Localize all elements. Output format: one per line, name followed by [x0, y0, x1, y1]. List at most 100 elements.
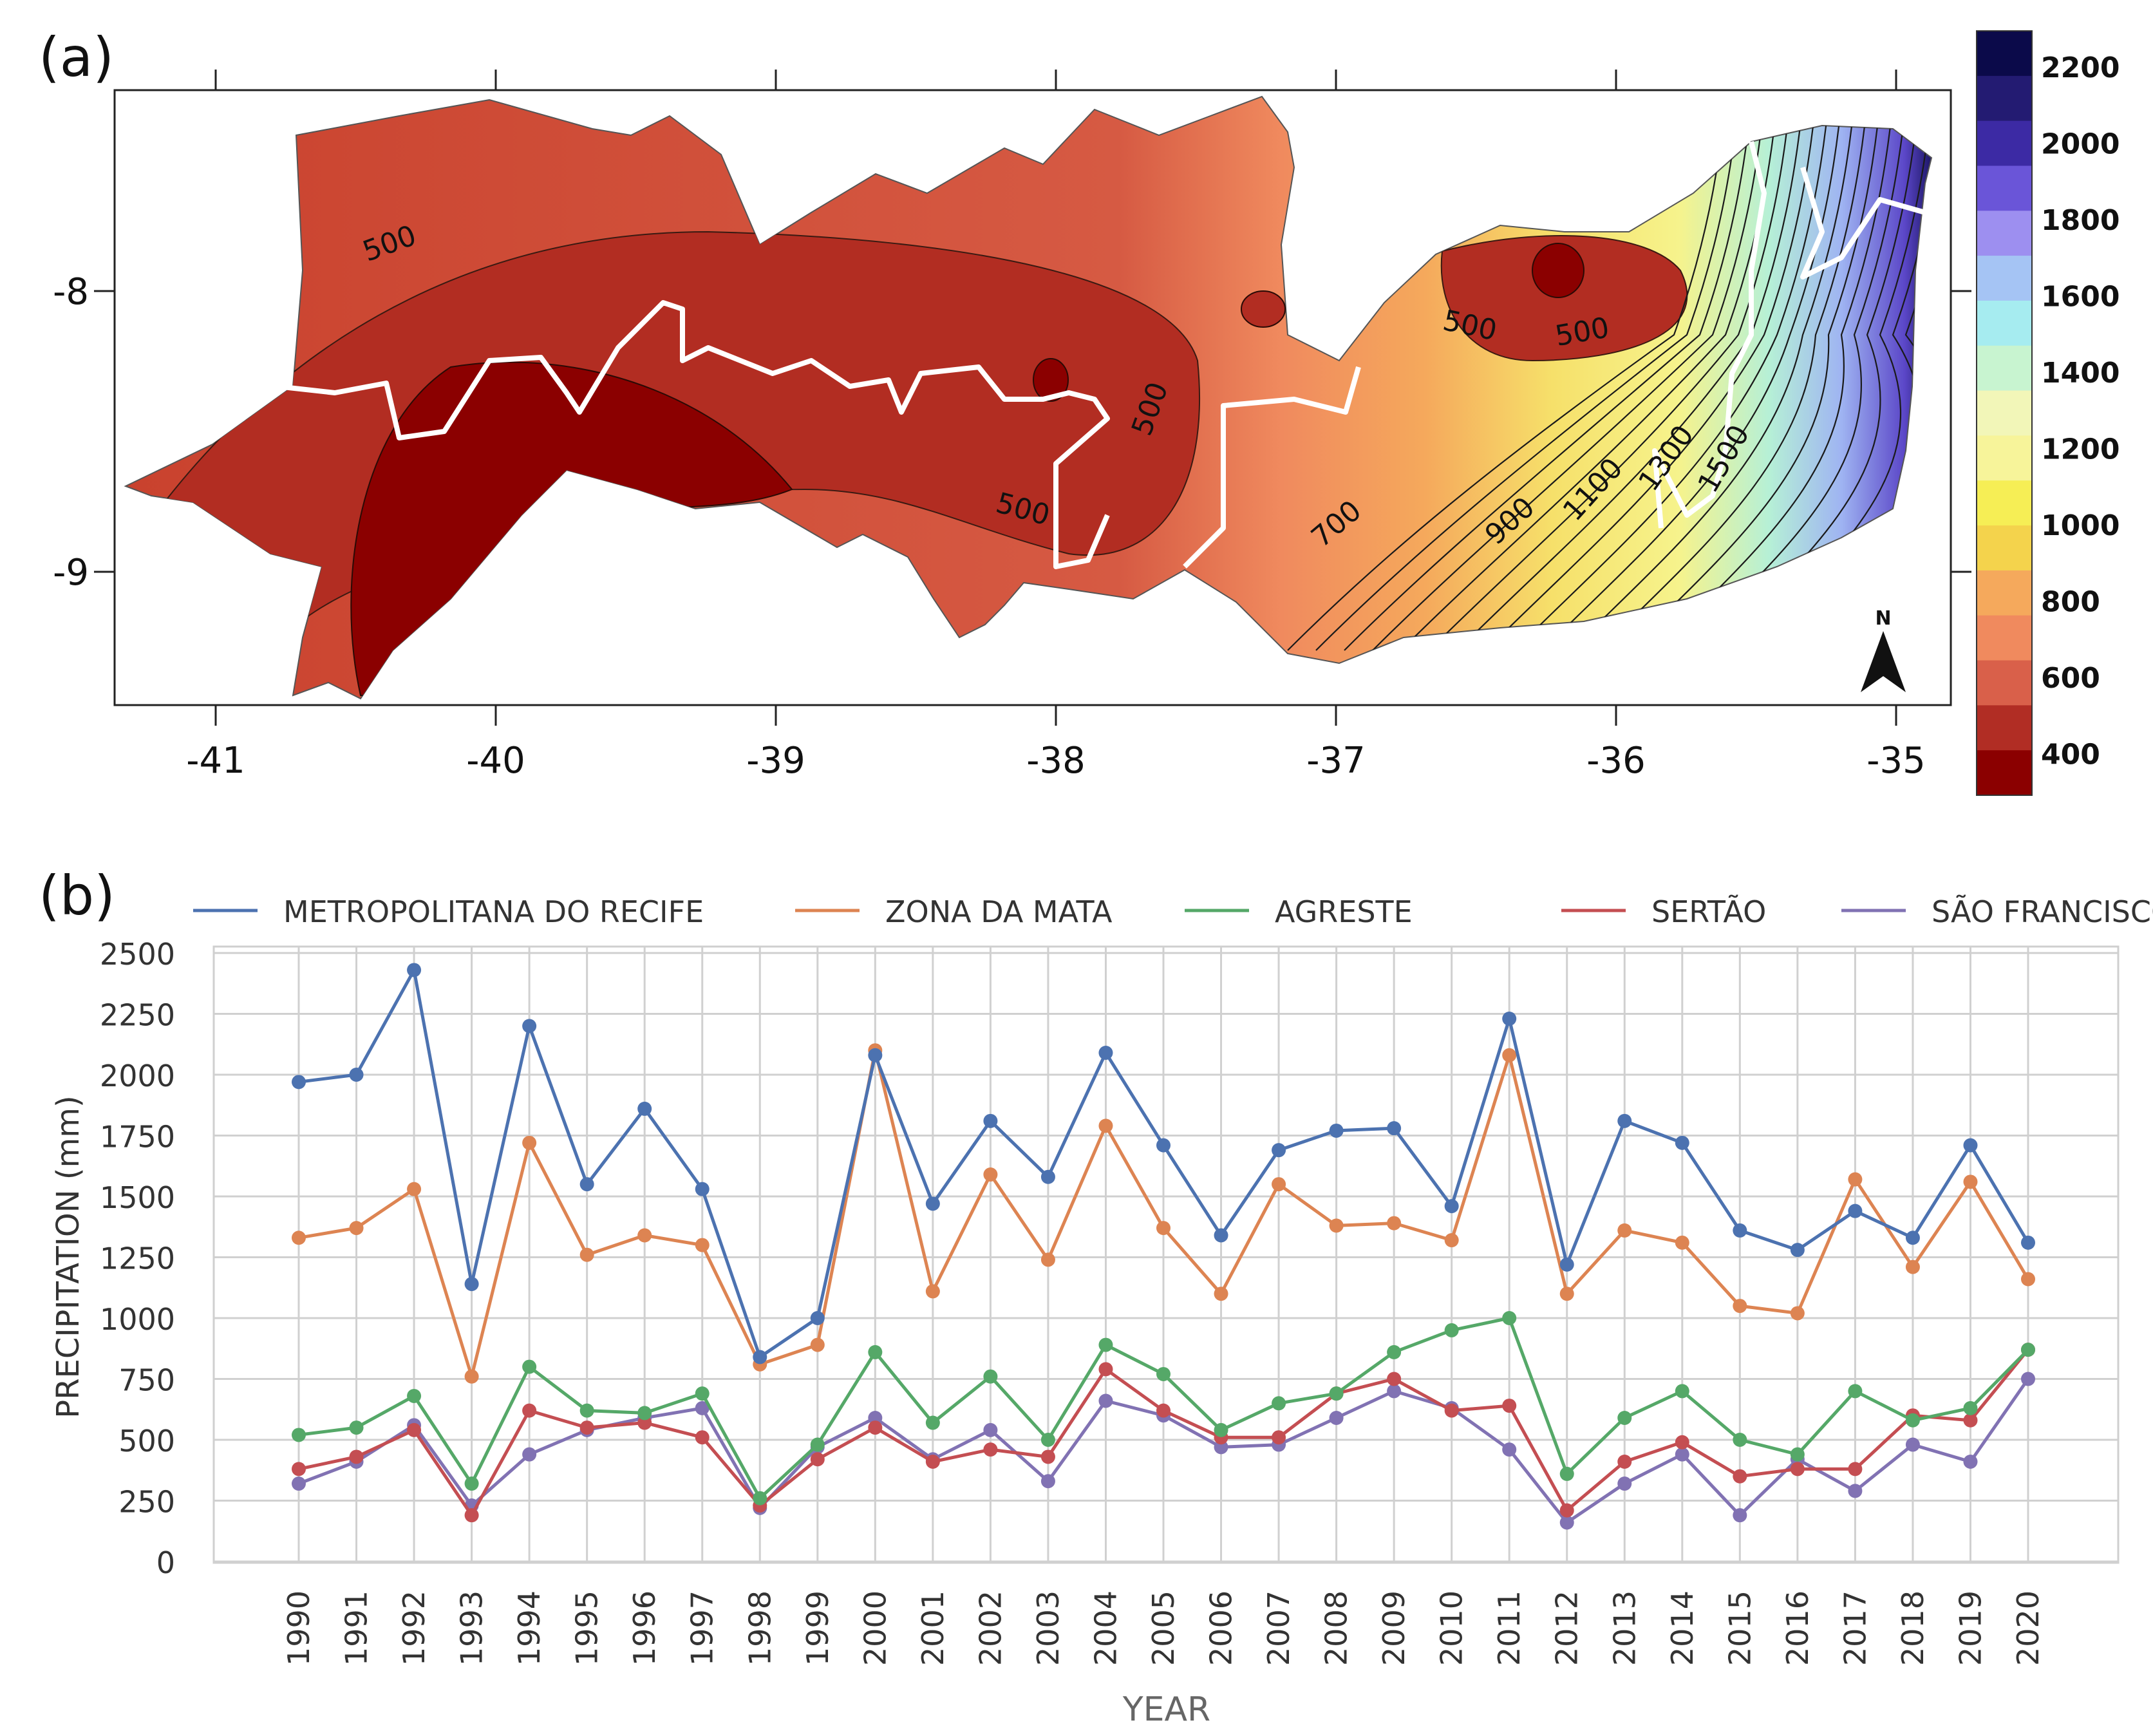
colorbar-segment: [1977, 705, 2032, 751]
colorbar-tick-label: 1400: [2041, 357, 2120, 390]
legend-entry: ZONA DA MATA: [885, 894, 1113, 929]
data-point: [464, 1277, 479, 1292]
data-point: [464, 1477, 479, 1491]
data-point: [983, 1369, 998, 1384]
data-point: [1329, 1218, 1344, 1233]
data-point: [1040, 1433, 1055, 1447]
series-sert-o: [292, 1343, 2035, 1523]
data-point: [292, 1231, 306, 1245]
y-tick-label: 2250: [100, 998, 175, 1033]
colorbar-tick-label: 800: [2041, 586, 2100, 619]
data-point: [1733, 1299, 1747, 1314]
panel-b-label: (b): [39, 864, 115, 927]
data-point: [810, 1437, 825, 1452]
data-point: [1329, 1386, 1344, 1401]
data-point: [637, 1101, 652, 1116]
data-point: [1387, 1121, 1402, 1136]
data-point: [925, 1284, 940, 1299]
x-tick-label: 2008: [1319, 1590, 1354, 1666]
data-point: [1675, 1235, 1689, 1250]
x-tick-label: 2000: [858, 1590, 892, 1666]
x-tick-label: 2017: [1838, 1590, 1872, 1666]
data-point: [464, 1508, 479, 1523]
data-point: [522, 1019, 537, 1033]
x-tick-label: 1990: [281, 1590, 316, 1666]
data-point: [1098, 1118, 1113, 1133]
data-point: [1444, 1199, 1459, 1214]
x-tick-label: 1992: [397, 1590, 431, 1666]
x-tick-label: 2012: [1550, 1590, 1584, 1666]
data-point: [1502, 1311, 1517, 1325]
data-point: [1214, 1440, 1228, 1455]
colorbar-tick-label: 600: [2041, 662, 2100, 695]
border-agreste: [1183, 366, 1361, 569]
data-point: [1905, 1260, 1920, 1274]
x-tick-label: 2013: [1607, 1590, 1642, 1666]
colorbar-tick-label: 2200: [2041, 52, 2120, 84]
data-point: [1617, 1477, 1632, 1491]
contour-line: [1514, 102, 1830, 651]
y-axis-label: PRECIPITATION (mm): [50, 1095, 86, 1419]
x-tick-label: 2005: [1146, 1590, 1181, 1666]
y-tick-label: 500: [118, 1424, 175, 1458]
data-point: [579, 1420, 594, 1435]
data-point: [637, 1406, 652, 1420]
contour-line: [1429, 102, 1791, 651]
data-point: [695, 1401, 710, 1415]
lon-tick-label: -35: [1866, 740, 1925, 782]
colorbar-segment: [1977, 525, 2032, 571]
y-tick-label: 0: [156, 1545, 175, 1580]
data-point: [579, 1403, 594, 1418]
data-point: [1848, 1462, 1863, 1477]
x-tick-label: 2016: [1780, 1590, 1815, 1666]
data-point: [1329, 1410, 1344, 1425]
data-point: [637, 1228, 652, 1243]
data-point: [1098, 1393, 1113, 1408]
legend-entry: SÃO FRANCISCO: [1932, 894, 2153, 929]
data-point: [983, 1113, 998, 1128]
colorbar-segment: [1977, 345, 2032, 392]
x-tick-label: 2001: [916, 1590, 950, 1666]
contour-line: [1627, 102, 1881, 651]
data-point: [695, 1386, 710, 1401]
border-recife: [1800, 166, 1926, 279]
data-point: [868, 1420, 883, 1435]
border-sertao: [276, 300, 1110, 569]
data-point: [1387, 1384, 1402, 1399]
y-tick-label: 1250: [100, 1241, 175, 1276]
contour-line: [1315, 102, 1740, 651]
data-point: [637, 1415, 652, 1430]
x-tick-label: 1997: [685, 1590, 720, 1666]
data-point: [1790, 1243, 1805, 1258]
panel-a-label: (a): [39, 26, 114, 89]
zone-400-east: [1532, 243, 1584, 298]
data-point: [925, 1455, 940, 1469]
data-point: [1444, 1323, 1459, 1337]
data-point: [1272, 1396, 1286, 1411]
contour-line: [1344, 102, 1753, 651]
north-arrow-icon: [1861, 631, 1906, 692]
data-point: [1156, 1138, 1171, 1153]
data-point: [695, 1182, 710, 1196]
contour-line: [1287, 102, 1727, 651]
data-point: [868, 1410, 883, 1425]
contour-line: [1599, 102, 1868, 651]
data-point: [1444, 1403, 1459, 1418]
colorbar-segment: [1977, 750, 2032, 796]
data-point: [868, 1048, 883, 1062]
data-point: [2021, 1235, 2035, 1250]
data-point: [753, 1350, 767, 1364]
data-point: [1098, 1045, 1113, 1060]
colorbar-tick-label: 1000: [2041, 509, 2120, 542]
north-label: N: [1875, 607, 1891, 630]
data-point: [522, 1135, 537, 1150]
data-point: [1848, 1172, 1863, 1187]
data-point: [1502, 1399, 1517, 1413]
data-point: [1733, 1433, 1747, 1447]
colorbar-tick-label: 1200: [2041, 433, 2120, 466]
legend-entry: METROPOLITANA DO RECIFE: [283, 894, 704, 929]
y-tick-label: 750: [118, 1363, 175, 1398]
data-point: [1559, 1466, 1574, 1481]
data-point: [695, 1238, 710, 1252]
data-point: [1675, 1135, 1689, 1150]
